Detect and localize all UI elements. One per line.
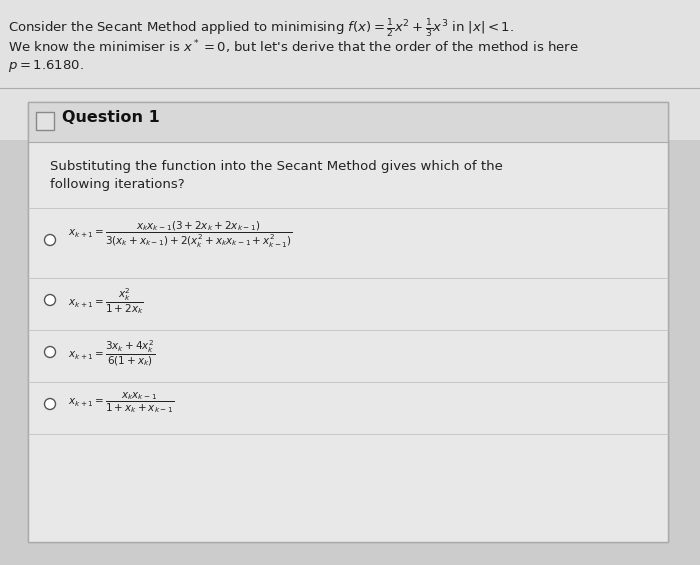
Text: Consider the Secant Method applied to minimising $f(x) = \frac{1}{2}x^2 + \frac{: Consider the Secant Method applied to mi… xyxy=(8,18,514,40)
Bar xyxy=(28,142,668,542)
Bar xyxy=(28,102,668,542)
Text: $x_{k+1} = \dfrac{x_k x_{k-1}}{1+x_k+x_{k-1}}$: $x_{k+1} = \dfrac{x_k x_{k-1}}{1+x_k+x_{… xyxy=(68,390,174,415)
Text: $p = 1.6180$.: $p = 1.6180$. xyxy=(8,58,84,74)
Circle shape xyxy=(45,398,55,410)
Text: following iterations?: following iterations? xyxy=(50,178,185,191)
Text: $x_{k+1} = \dfrac{x_k x_{k-1}(3+2x_k+2x_{k-1})}{3(x_k+x_{k-1})+2(x_k^2+x_k x_{k-: $x_{k+1} = \dfrac{x_k x_{k-1}(3+2x_k+2x_… xyxy=(68,220,293,250)
FancyBboxPatch shape xyxy=(36,112,54,130)
Text: Substituting the function into the Secant Method gives which of the: Substituting the function into the Secan… xyxy=(50,160,503,173)
Circle shape xyxy=(45,234,55,246)
Text: $x_{k+1} = \dfrac{x_k^2}{1+2x_k}$: $x_{k+1} = \dfrac{x_k^2}{1+2x_k}$ xyxy=(68,286,144,316)
Text: $x_{k+1} = \dfrac{3x_k+4x_k^2}{6(1+x_k)}$: $x_{k+1} = \dfrac{3x_k+4x_k^2}{6(1+x_k)}… xyxy=(68,338,155,368)
Bar xyxy=(28,102,668,142)
Text: We know the minimiser is $x^* = 0$, but let's derive that the order of the metho: We know the minimiser is $x^* = 0$, but … xyxy=(8,38,579,55)
Text: Question 1: Question 1 xyxy=(62,110,160,125)
Bar xyxy=(28,102,668,542)
Circle shape xyxy=(45,294,55,306)
Bar xyxy=(0,0,700,140)
Circle shape xyxy=(45,346,55,358)
